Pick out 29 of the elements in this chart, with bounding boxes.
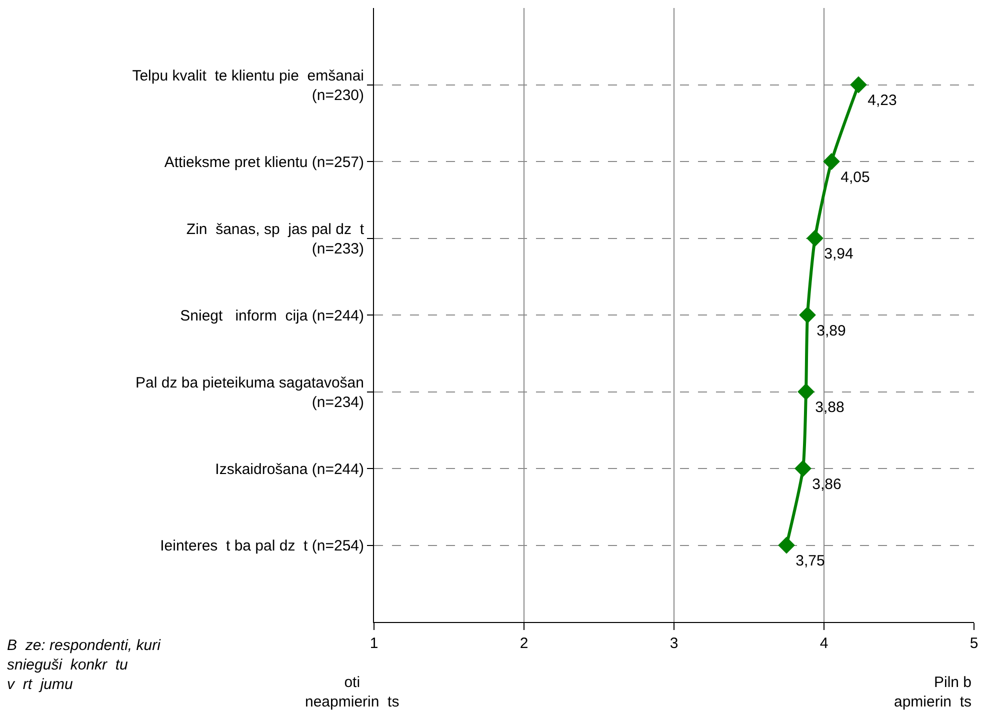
point: [798, 383, 814, 400]
data-label: 4,23: [868, 92, 897, 110]
y-tick-label: Ieinteres t ba pal dz t (n=254): [160, 538, 364, 554]
x-tick-label: 4: [820, 635, 828, 652]
text: B ze: respondenti, kuri snieguši konkr tu v rt jumu: [7, 637, 162, 693]
data-label: 3,89: [816, 322, 846, 340]
x-tick-label: 2: [520, 635, 528, 652]
data-label: 3,75: [796, 552, 825, 570]
point: [794, 460, 812, 477]
y-tick-label: Sniegt inform cija (n=244): [180, 307, 364, 324]
y-tick-label: Telpu kvalit te klientu pie emšanai (n=230): [132, 67, 364, 104]
y-tick-label: Izskaidrošana (n=244): [215, 460, 364, 478]
point: [850, 76, 867, 94]
x-tick-label: 5: [970, 635, 978, 652]
y-tick-label: Pal dz ba pieteikuma sagatavošan (n=234): [136, 374, 364, 411]
text: oti neapmierin ts: [305, 674, 400, 710]
text: Piln b apmierin ts: [894, 674, 972, 710]
point: [778, 536, 795, 554]
y-tick-label: Attieksme pret klientu (n=257): [164, 154, 364, 171]
point: [806, 230, 824, 247]
data-label: 3,94: [824, 246, 854, 263]
point: [799, 306, 816, 324]
x-tick-label: 3: [670, 635, 678, 652]
y-tick-label: Zin šanas, sp jas pal dz t (n=233): [186, 220, 365, 258]
x-tick-label: 1: [370, 635, 378, 652]
data-label: 3,86: [812, 476, 842, 493]
data-label: 3,88: [815, 399, 844, 416]
data-label: 4,05: [840, 168, 870, 186]
point: [823, 153, 840, 170]
